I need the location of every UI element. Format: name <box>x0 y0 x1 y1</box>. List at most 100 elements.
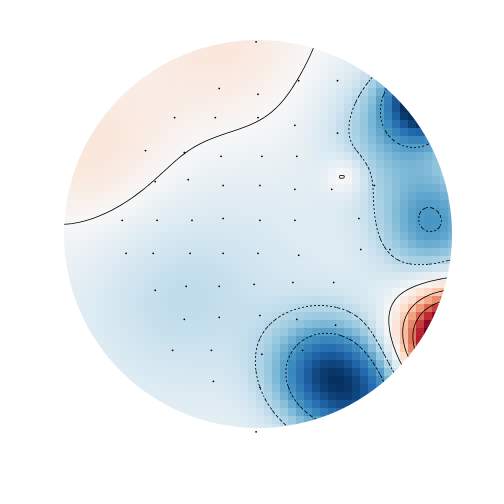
heat-cell <box>312 144 321 153</box>
heat-cell <box>272 400 281 409</box>
heat-cell <box>416 128 425 137</box>
heat-cell <box>128 360 137 369</box>
heat-cell <box>248 360 257 369</box>
heat-cell <box>120 368 129 377</box>
heat-cell <box>136 328 145 337</box>
heat-cell <box>440 192 449 201</box>
heat-cell <box>200 304 209 313</box>
heat-cell <box>248 336 257 345</box>
heat-cell <box>208 256 217 265</box>
heat-cell <box>72 312 81 321</box>
heat-cell <box>432 264 441 273</box>
heat-cell <box>240 384 249 393</box>
heat-cell <box>360 168 369 177</box>
heat-cell <box>200 376 209 385</box>
heat-cell <box>296 232 305 241</box>
heat-cell <box>64 200 73 209</box>
heat-cell <box>200 248 209 257</box>
heat-cell <box>168 352 177 361</box>
heat-cell <box>136 248 145 257</box>
heat-cell <box>176 368 185 377</box>
heat-cell <box>160 136 169 145</box>
heat-cell <box>192 384 201 393</box>
heat-cell <box>144 168 153 177</box>
heat-cell <box>280 40 289 49</box>
heat-cell <box>168 312 177 321</box>
heat-cell <box>280 384 289 393</box>
heat-cell <box>248 56 257 65</box>
heat-cell <box>72 288 81 297</box>
sensor-marker <box>218 87 221 90</box>
heat-cell <box>216 120 225 129</box>
heat-cell <box>192 336 201 345</box>
heat-cell <box>144 128 153 137</box>
heat-cell <box>352 248 361 257</box>
heat-cell <box>208 48 217 57</box>
heat-cell <box>240 304 249 313</box>
heat-cell <box>224 288 233 297</box>
heat-cell <box>176 232 185 241</box>
sensor-marker <box>187 178 190 181</box>
heat-cell <box>80 240 89 249</box>
heat-cell <box>144 256 153 265</box>
heat-cell <box>224 280 233 289</box>
heat-cell <box>408 200 417 209</box>
heat-cell <box>272 88 281 97</box>
heat-cell <box>72 144 81 153</box>
heat-cell <box>416 320 425 329</box>
heat-cell <box>160 72 169 81</box>
heat-cell <box>152 136 161 145</box>
heat-cell <box>224 120 233 129</box>
heat-cell <box>104 248 113 257</box>
heat-cell <box>408 320 417 329</box>
heat-cell <box>176 208 185 217</box>
heat-cell <box>112 104 121 113</box>
heat-cell <box>216 416 225 425</box>
heat-cell <box>256 40 265 49</box>
heat-cell <box>224 296 233 305</box>
heat-cell <box>312 320 321 329</box>
heat-cell <box>264 120 273 129</box>
heat-cell <box>392 368 401 377</box>
heat-cell <box>192 112 201 121</box>
heat-cell <box>232 400 241 409</box>
heat-cell <box>168 408 177 417</box>
heat-cell <box>368 224 377 233</box>
heat-cell <box>104 224 113 233</box>
heat-cell <box>136 128 145 137</box>
heat-cell <box>168 232 177 241</box>
heat-cell <box>136 264 145 273</box>
heat-cell <box>312 328 321 337</box>
heat-cell <box>320 392 329 401</box>
heat-cell <box>352 272 361 281</box>
sensor-marker <box>297 79 300 82</box>
heat-cell <box>232 256 241 265</box>
heat-cell <box>296 144 305 153</box>
sensor-marker <box>125 252 127 255</box>
sensor-marker <box>295 318 298 321</box>
sensor-marker <box>212 380 215 383</box>
heat-cell <box>296 424 305 428</box>
heat-cell <box>152 72 161 81</box>
heat-cell <box>112 256 121 265</box>
heat-cell <box>192 376 201 385</box>
sensor-marker <box>154 180 157 183</box>
heat-cell <box>96 152 105 161</box>
heat-cell <box>320 264 329 273</box>
heat-cell <box>312 96 321 105</box>
heat-cell <box>344 240 353 249</box>
heat-cell <box>280 264 289 273</box>
heat-cell <box>192 104 201 113</box>
heat-cell <box>208 400 217 409</box>
heat-cell <box>80 208 89 217</box>
heat-cell <box>312 416 321 425</box>
heat-cell <box>88 168 97 177</box>
heat-cell <box>264 248 273 257</box>
heat-cell <box>296 112 305 121</box>
heat-cell <box>392 336 401 345</box>
heat-cell <box>360 80 369 89</box>
heat-cell <box>376 360 385 369</box>
heat-cell <box>440 280 449 289</box>
heat-cell <box>144 64 153 73</box>
heat-cell <box>376 328 385 337</box>
